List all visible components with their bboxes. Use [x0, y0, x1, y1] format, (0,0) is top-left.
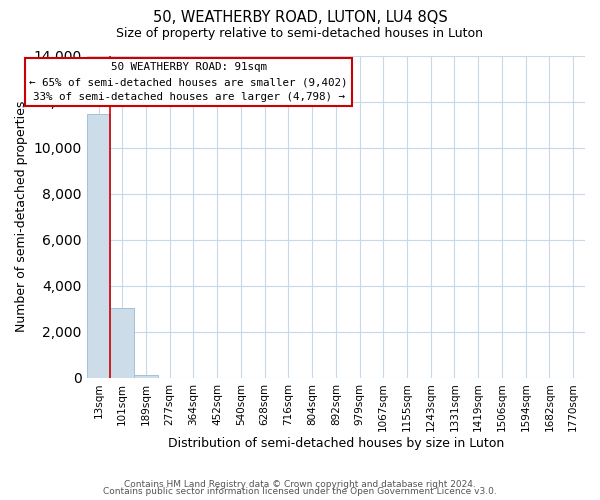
- X-axis label: Distribution of semi-detached houses by size in Luton: Distribution of semi-detached houses by …: [168, 437, 504, 450]
- Bar: [110, 308, 134, 378]
- Bar: [134, 375, 158, 378]
- Text: Contains public sector information licensed under the Open Government Licence v3: Contains public sector information licen…: [103, 488, 497, 496]
- Text: Size of property relative to semi-detached houses in Luton: Size of property relative to semi-detach…: [116, 28, 484, 40]
- Text: 50, WEATHERBY ROAD, LUTON, LU4 8QS: 50, WEATHERBY ROAD, LUTON, LU4 8QS: [152, 10, 448, 25]
- Bar: [86, 114, 110, 378]
- Text: 50 WEATHERBY ROAD: 91sqm
← 65% of semi-detached houses are smaller (9,402)
33% o: 50 WEATHERBY ROAD: 91sqm ← 65% of semi-d…: [29, 62, 348, 102]
- Y-axis label: Number of semi-detached properties: Number of semi-detached properties: [15, 101, 28, 332]
- Text: Contains HM Land Registry data © Crown copyright and database right 2024.: Contains HM Land Registry data © Crown c…: [124, 480, 476, 489]
